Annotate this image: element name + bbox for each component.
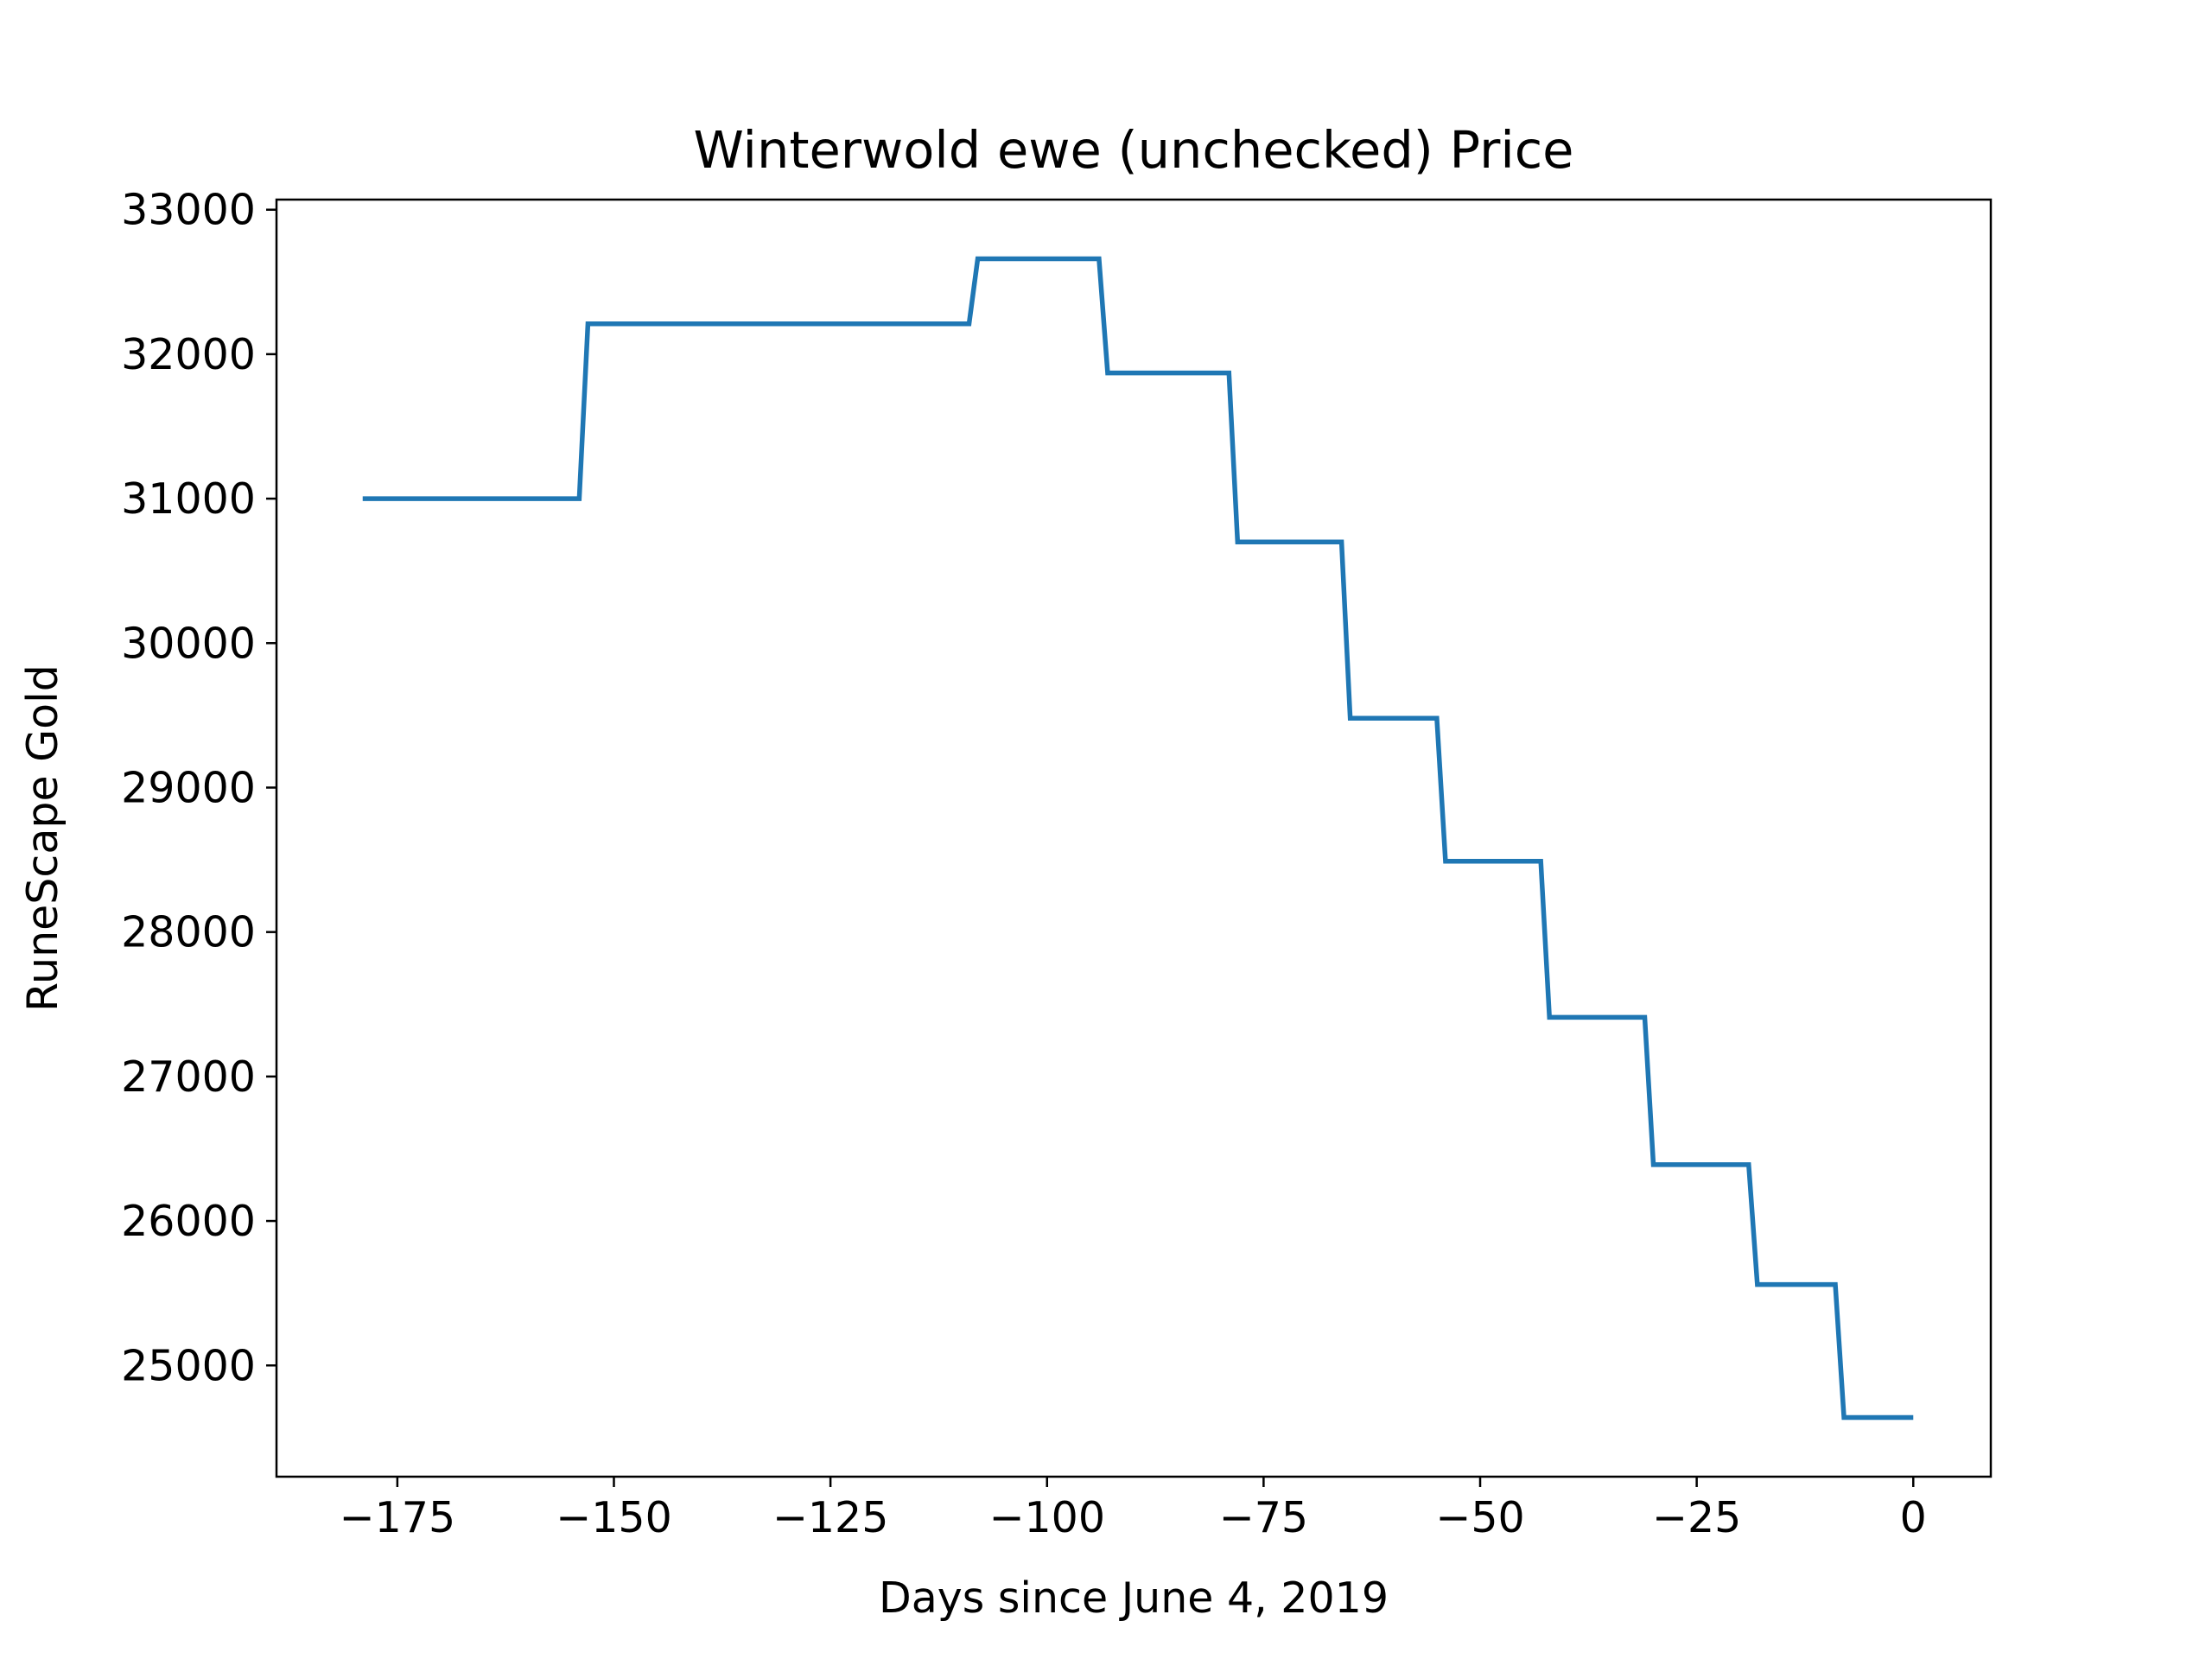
y-tick-label: 27000 [121,1052,256,1102]
x-tick-label: −100 [988,1493,1105,1542]
y-tick-label: 29000 [121,763,256,812]
x-tick-label: 0 [1900,1493,1927,1542]
y-tick-label: 30000 [121,619,256,668]
y-tick-label: 28000 [121,908,256,957]
x-axis-ticks: −175 −150 −125 −100 −75 −50 −25 0 [340,1477,1927,1542]
x-tick-label: −125 [772,1493,889,1542]
y-tick-label: 33000 [121,186,256,235]
x-axis-label: Days since June 4, 2019 [879,1573,1389,1623]
y-tick-label: 26000 [121,1197,256,1246]
y-axis-label: RuneScape Gold [18,664,67,1012]
plot-area-frame [275,198,1993,1478]
y-tick-label: 32000 [121,330,256,379]
x-tick-label: −50 [1435,1493,1524,1542]
plot-marks [362,256,1914,1421]
y-tick-label: 25000 [121,1341,256,1390]
y-tick-label: 31000 [121,474,256,524]
y-axis-ticks: 25000 26000 27000 28000 29000 30000 31000 32000… [121,186,276,1390]
x-tick-label: −150 [556,1493,672,1542]
chart-title: Winterwold ewe (unchecked) Price [694,120,1574,180]
x-tick-label: −75 [1219,1493,1308,1542]
x-tick-label: −25 [1652,1493,1741,1542]
x-tick-label: −175 [340,1493,456,1542]
price-series-line [362,256,1914,1421]
